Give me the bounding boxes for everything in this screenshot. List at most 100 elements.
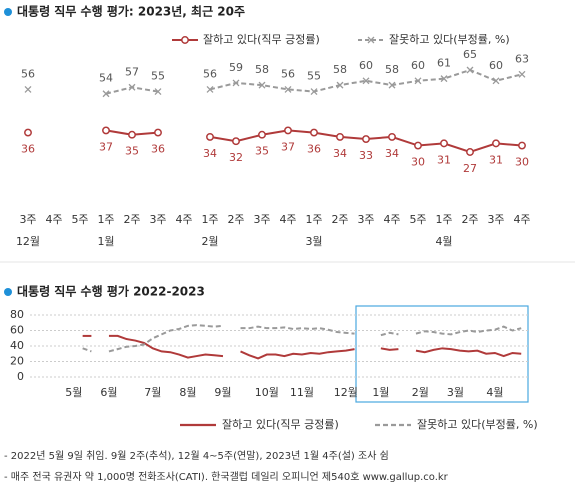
data-label: 57 xyxy=(125,65,139,78)
data-label: 34 xyxy=(203,147,217,160)
x-tick-label: 4월 xyxy=(486,386,503,399)
data-label: 35 xyxy=(125,145,139,158)
point xyxy=(388,81,396,89)
data-label: 61 xyxy=(437,57,451,70)
x-tick-label: 6월 xyxy=(100,386,117,399)
data-label: 60 xyxy=(359,59,373,72)
data-label: 63 xyxy=(515,52,529,65)
point xyxy=(284,85,292,93)
point xyxy=(24,128,32,137)
point xyxy=(388,132,396,141)
x-tick-label: 4주 xyxy=(383,213,400,226)
series-line xyxy=(380,347,399,351)
legend-marker xyxy=(181,36,189,44)
series-line xyxy=(108,324,224,353)
y-tick-label: 60 xyxy=(10,324,24,337)
legend-label: 잘못하고 있다(부정률, %) xyxy=(389,32,510,46)
point xyxy=(440,139,448,148)
chart-title: 대통령 직무 수행 평가 2022-2023 xyxy=(17,284,205,299)
series-line xyxy=(240,325,355,335)
series-line xyxy=(82,347,92,353)
data-label: 27 xyxy=(463,162,477,175)
x-group-label: 2월 xyxy=(201,235,218,248)
point xyxy=(336,81,344,89)
x-tick-label: 1주 xyxy=(97,213,114,226)
title-bullet xyxy=(4,288,12,296)
x-tick-label: 1주 xyxy=(305,213,322,226)
x-group-label: 12월 xyxy=(16,235,40,248)
data-label: 37 xyxy=(281,140,295,153)
point xyxy=(258,81,266,89)
point xyxy=(518,70,526,78)
point xyxy=(206,132,214,141)
x-tick-label: 3월 xyxy=(447,386,464,399)
legend-label: 잘하고 있다(직무 긍정률) xyxy=(203,32,320,46)
x-tick-label: 1주 xyxy=(435,213,452,226)
x-tick-label: 1월 xyxy=(372,386,389,399)
series-line xyxy=(415,325,522,336)
legend-label: 잘못하고 있다(부정률, %) xyxy=(417,417,538,431)
point xyxy=(518,141,526,150)
data-label: 37 xyxy=(99,140,113,153)
point xyxy=(284,126,292,135)
x-tick-label: 8월 xyxy=(179,386,196,399)
data-label: 30 xyxy=(515,156,529,169)
x-tick-label: 5주 xyxy=(409,213,426,226)
series-line xyxy=(240,348,355,360)
data-label: 33 xyxy=(359,149,373,162)
point xyxy=(154,88,162,96)
x-group-label: 1월 xyxy=(97,235,114,248)
x-tick-label: 12월 xyxy=(334,386,358,399)
data-label: 36 xyxy=(151,143,165,156)
x-tick-label: 3주 xyxy=(487,213,504,226)
point xyxy=(232,79,240,87)
point xyxy=(24,85,32,93)
point xyxy=(258,130,266,139)
x-tick-label: 1주 xyxy=(201,213,218,226)
legend-marker xyxy=(367,36,375,44)
footnote: - 2022년 5월 9일 취임. 9월 2주(추석), 12월 4~5주(연말… xyxy=(4,449,389,462)
series-line xyxy=(108,334,224,359)
footnote: - 매주 전국 유권자 약 1,000명 전화조사(CATI). 한국갤럽 데일… xyxy=(4,471,449,483)
x-tick-label: 2월 xyxy=(412,386,429,399)
x-tick-label: 2주 xyxy=(123,213,140,226)
data-label: 36 xyxy=(21,143,35,156)
point xyxy=(336,132,344,141)
x-tick-label: 4주 xyxy=(279,213,296,226)
x-group-label: 3월 xyxy=(305,235,322,248)
x-tick-label: 2주 xyxy=(331,213,348,226)
point xyxy=(362,77,370,85)
chart-title: 대통령 직무 수행 평가: 2023년, 최근 20주 xyxy=(17,4,245,19)
x-tick-label: 5월 xyxy=(65,386,82,399)
x-tick-label: 4주 xyxy=(45,213,62,226)
point xyxy=(128,83,136,91)
x-tick-label: 4주 xyxy=(513,213,530,226)
data-label: 31 xyxy=(437,153,451,166)
data-label: 34 xyxy=(333,147,347,160)
point xyxy=(466,148,474,156)
x-tick-label: 9월 xyxy=(214,386,231,399)
data-label: 31 xyxy=(489,153,503,166)
highlight-box xyxy=(355,305,529,403)
point xyxy=(154,128,162,137)
y-tick-label: 0 xyxy=(17,370,24,383)
series-line xyxy=(415,347,522,358)
y-tick-label: 40 xyxy=(10,339,24,352)
x-tick-label: 2주 xyxy=(227,213,244,226)
x-tick-label: 10월 xyxy=(255,386,279,399)
legend-label: 잘하고 있다(직무 긍정률) xyxy=(222,417,339,431)
series-line xyxy=(105,86,159,95)
point xyxy=(232,137,240,146)
point xyxy=(102,90,110,98)
point xyxy=(206,85,214,93)
x-tick-label: 4주 xyxy=(175,213,192,226)
data-label: 30 xyxy=(411,156,425,169)
data-label: 65 xyxy=(463,48,477,61)
data-label: 36 xyxy=(307,143,321,156)
point xyxy=(128,130,136,139)
x-tick-label: 3주 xyxy=(253,213,270,226)
data-label: 35 xyxy=(255,145,269,158)
point xyxy=(362,135,370,144)
point xyxy=(414,141,422,150)
